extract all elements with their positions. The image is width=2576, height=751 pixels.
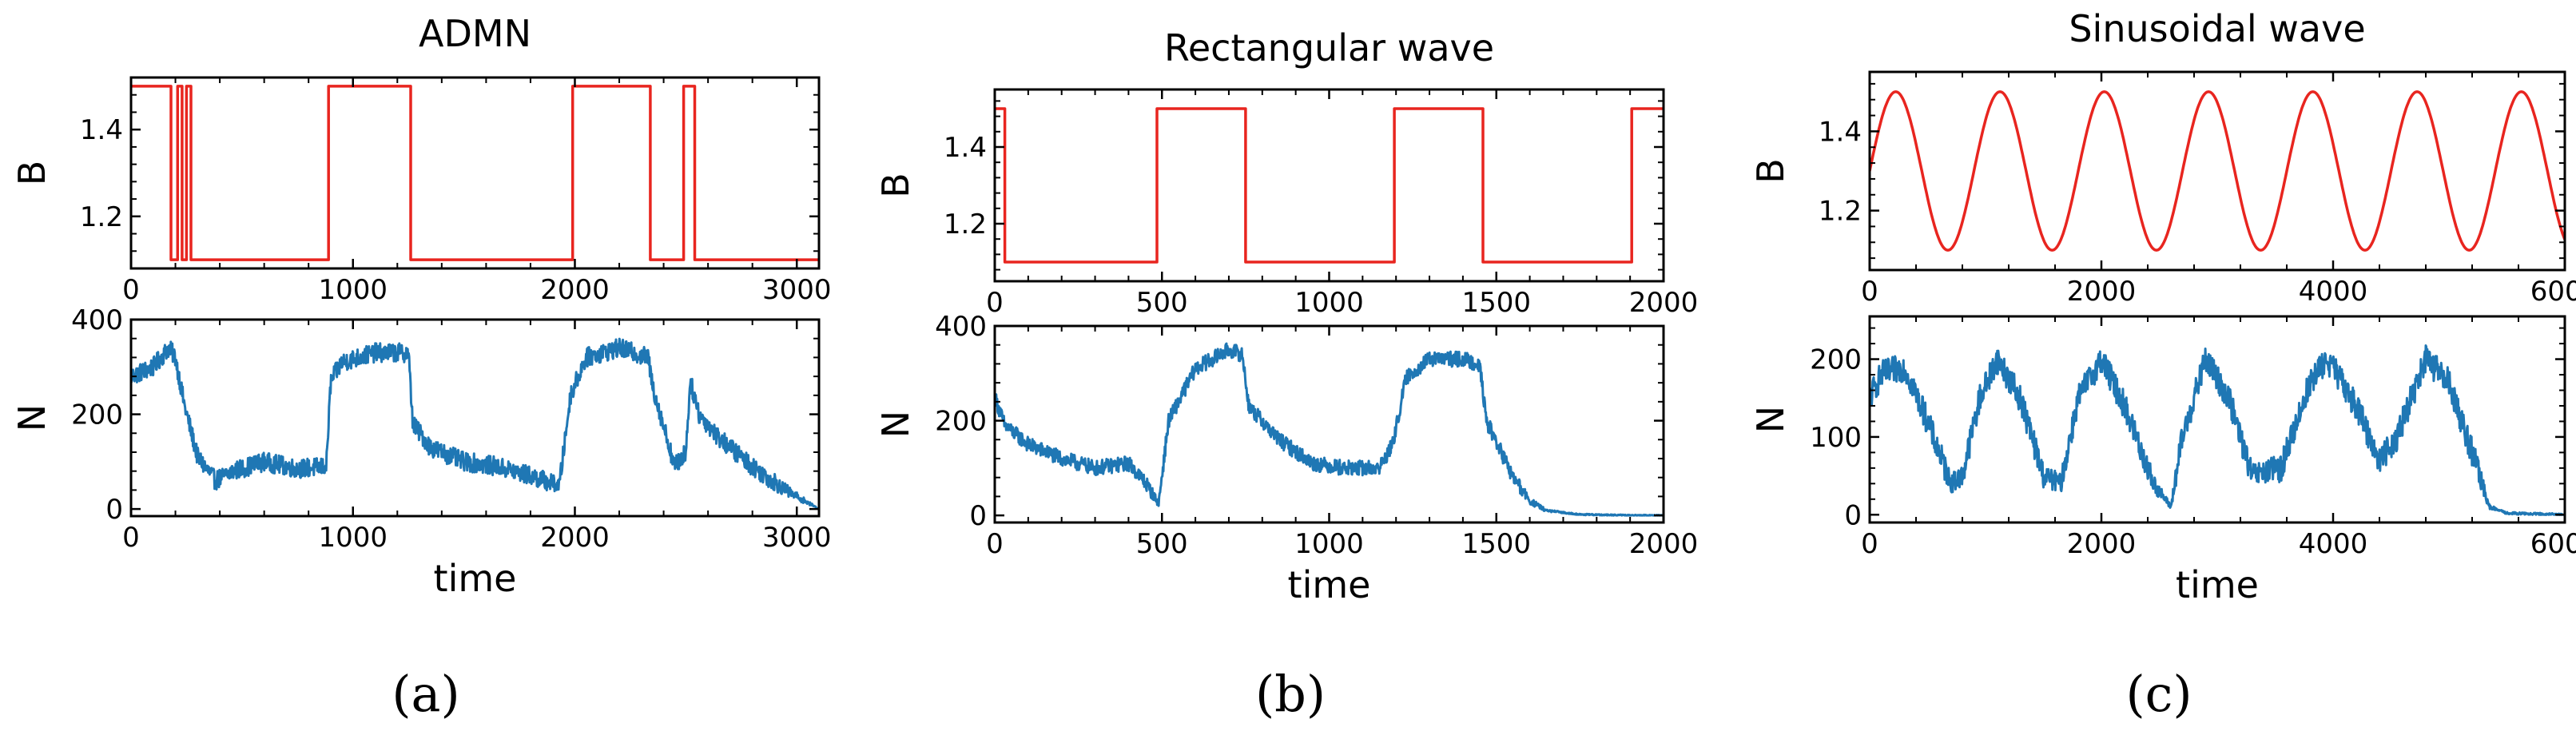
x-axis-label: time (2176, 563, 2259, 606)
axes-B: 0 1000 2000 3000 1.2 1.4 B (10, 76, 832, 306)
y-axis-label: B (10, 161, 54, 186)
y-tick-label: 1.2 (944, 209, 987, 240)
series-B-line (1870, 90, 2565, 252)
x-tick-label: 0 (1861, 528, 1878, 560)
x-tick-label: 1000 (1294, 287, 1364, 319)
axes-frame (993, 88, 1665, 283)
y-tick-label: 1.2 (1819, 196, 1862, 228)
x-axis-label: time (1288, 563, 1371, 606)
x-tick-label: 0 (986, 287, 1004, 319)
x-tick-label: 2000 (1629, 528, 1699, 560)
x-axis-label: time (434, 557, 517, 600)
panel-caption: (a) (392, 665, 459, 723)
y-axis-label: B (1749, 158, 1792, 184)
y-tick-label: 400 (935, 311, 987, 343)
y-tick-label: 200 (71, 399, 123, 431)
x-tick-label: 0 (122, 274, 140, 306)
x-tick-label: 1000 (318, 522, 388, 554)
series-N-line (131, 337, 819, 511)
axes-frame (1868, 315, 2566, 524)
x-tick-label: 500 (1136, 528, 1188, 560)
y-axis-label: B (874, 173, 917, 198)
y-axis-label: N (1749, 406, 1792, 433)
x-tick-label: 0 (1861, 276, 1878, 308)
x-tick-label: 1500 (1461, 287, 1531, 319)
y-tick-label: 1.4 (944, 132, 987, 164)
panel-caption: (b) (1255, 665, 1326, 723)
axes-frame (1868, 70, 2566, 272)
y-tick-label: 400 (71, 304, 123, 336)
y-axis-label: N (874, 411, 917, 438)
series-B-line (131, 85, 819, 261)
y-tick-label: 1.2 (80, 201, 123, 233)
y-tick-label: 200 (1810, 344, 1862, 376)
y-tick-label: 0 (969, 500, 987, 532)
x-tick-label: 2000 (1629, 287, 1699, 319)
x-tick-label: 0 (122, 522, 140, 554)
x-tick-label: 4000 (2299, 528, 2368, 560)
x-tick-label: 1000 (1294, 528, 1364, 560)
axes-B: 0 500 1000 1500 2000 1.2 1.4 B (874, 88, 1699, 319)
x-tick-label: 2000 (540, 274, 610, 306)
x-tick-label: 2000 (2067, 276, 2137, 308)
x-tick-label: 2000 (540, 522, 610, 554)
axes-frame (129, 76, 821, 270)
panel-title: Sinusoidal wave (2069, 7, 2365, 50)
panel-title: Rectangular wave (1164, 26, 1494, 70)
y-tick-label: 100 (1810, 422, 1862, 454)
y-tick-label: 1.4 (80, 114, 123, 146)
panel-title: ADMN (419, 12, 531, 55)
series-N-line (995, 342, 1664, 517)
y-tick-label: 0 (105, 494, 123, 526)
x-tick-label: 1000 (318, 274, 388, 306)
y-tick-label: 1.4 (1819, 116, 1862, 148)
x-tick-label: 4000 (2299, 276, 2368, 308)
panel-c: Sinusoidal wave02000400060001.21.4B02000… (1749, 7, 2576, 723)
x-tick-label: 1500 (1461, 528, 1531, 560)
panel-a: ADMN 0 1000 2000 3000 1.2 1.4 B 0 1000 2000 3000 0 20… (10, 12, 831, 723)
axes-frame (129, 318, 821, 518)
series-N-line (1870, 344, 2565, 516)
series-B-line (995, 107, 1664, 264)
x-tick-label: 2000 (2067, 528, 2137, 560)
x-tick-label: 500 (1136, 287, 1188, 319)
axes-frame (993, 324, 1665, 524)
x-tick-label: 3000 (762, 274, 832, 306)
x-tick-label: 0 (986, 528, 1004, 560)
x-tick-label: 3000 (762, 522, 832, 554)
y-tick-label: 200 (935, 406, 987, 438)
y-tick-label: 0 (1844, 499, 1862, 531)
panel-caption: (c) (2125, 665, 2192, 723)
y-axis-label: N (10, 404, 54, 431)
